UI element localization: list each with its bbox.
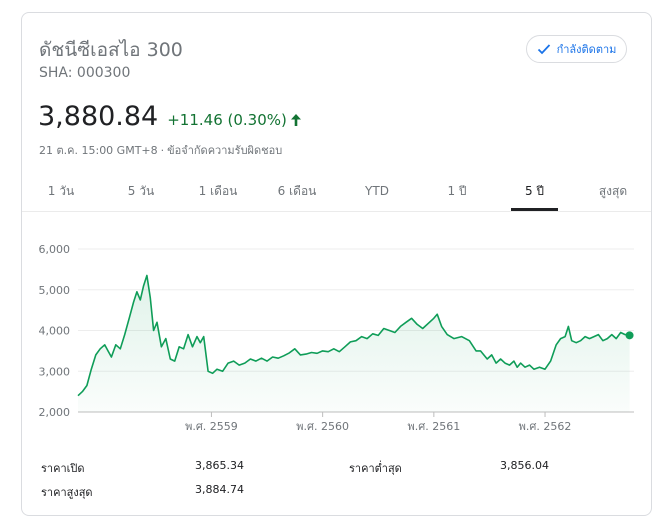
tab-5-days[interactable]: 5 วัน	[127, 183, 155, 198]
stat-high-value: 3,884.74	[195, 483, 244, 496]
tab-6-months[interactable]: 6 เดือน	[277, 183, 317, 198]
current-price: 3,880.84	[38, 101, 159, 132]
arrow-up-icon	[290, 114, 301, 126]
stat-open-label: ราคาเปิด	[41, 462, 85, 475]
tab-5-years[interactable]: 5 ปี	[511, 171, 558, 211]
stat-open-value: 3,865.34	[195, 459, 244, 472]
price-change-value: +11.46 (0.30%)	[167, 111, 287, 129]
y-tick-label: 5,000	[39, 284, 71, 297]
x-tick-label: พ.ศ. 2561	[407, 420, 460, 433]
y-tick-label: 3,000	[39, 365, 71, 378]
price-chart[interactable]: 2,000 3,000 4,000 5,000 6,000 พ.ศ. 2559 พ.ศ. …	[22, 213, 651, 448]
tab-1-month[interactable]: 1 เดือน	[198, 183, 238, 198]
meta-separator: ·	[160, 144, 165, 157]
x-tick-label: พ.ศ. 2562	[519, 420, 572, 433]
price-change: +11.46 (0.30%)	[167, 111, 302, 129]
quote-timestamp: 21 ต.ค. 15:00 GMT+8	[39, 144, 158, 157]
disclaimer-link[interactable]: ข้อจำกัดความรับผิดชอบ	[167, 144, 283, 157]
price-area	[78, 275, 630, 412]
y-tick-label: 4,000	[39, 325, 71, 338]
quote-meta: 21 ต.ค. 15:00 GMT+8 · ข้อจำกัดความรับผิดชอ…	[39, 141, 282, 159]
stat-low-label: ราคาต่ำสุด	[349, 462, 402, 475]
tabs-divider	[22, 211, 651, 212]
range-tabs: 1 วัน 5 วัน 1 เดือน 6 เดือน YTD 1 ปี 5 ป…	[22, 171, 653, 211]
x-tick-label: พ.ศ. 2560	[296, 420, 349, 433]
stock-card: ดัชนีซีเอสไอ 300 SHA: 000300 กำลังติดตาม…	[21, 12, 652, 516]
checkmark-icon	[537, 44, 550, 55]
tab-1-day[interactable]: 1 วัน	[47, 183, 75, 198]
x-tick-label: พ.ศ. 2559	[185, 420, 238, 433]
tab-max[interactable]: สูงสุด	[598, 183, 628, 198]
follow-button[interactable]: กำลังติดตาม	[526, 35, 627, 63]
tab-ytd[interactable]: YTD	[365, 184, 389, 198]
y-tick-label: 6,000	[39, 243, 71, 256]
follow-label: กำลังติดตาม	[556, 43, 617, 56]
stat-low-value: 3,856.04	[500, 459, 549, 472]
ticker-symbol: SHA: 000300	[39, 65, 131, 81]
y-tick-label: 2,000	[39, 406, 71, 419]
price-row: 3,880.84 +11.46 (0.30%)	[38, 101, 302, 132]
index-title: ดัชนีซีเอสไอ 300	[39, 39, 183, 61]
last-price-dot	[625, 331, 634, 340]
stat-high-label: ราคาสูงสุด	[41, 486, 93, 499]
price-line	[77, 274, 630, 397]
tab-1-year[interactable]: 1 ปี	[447, 183, 467, 198]
